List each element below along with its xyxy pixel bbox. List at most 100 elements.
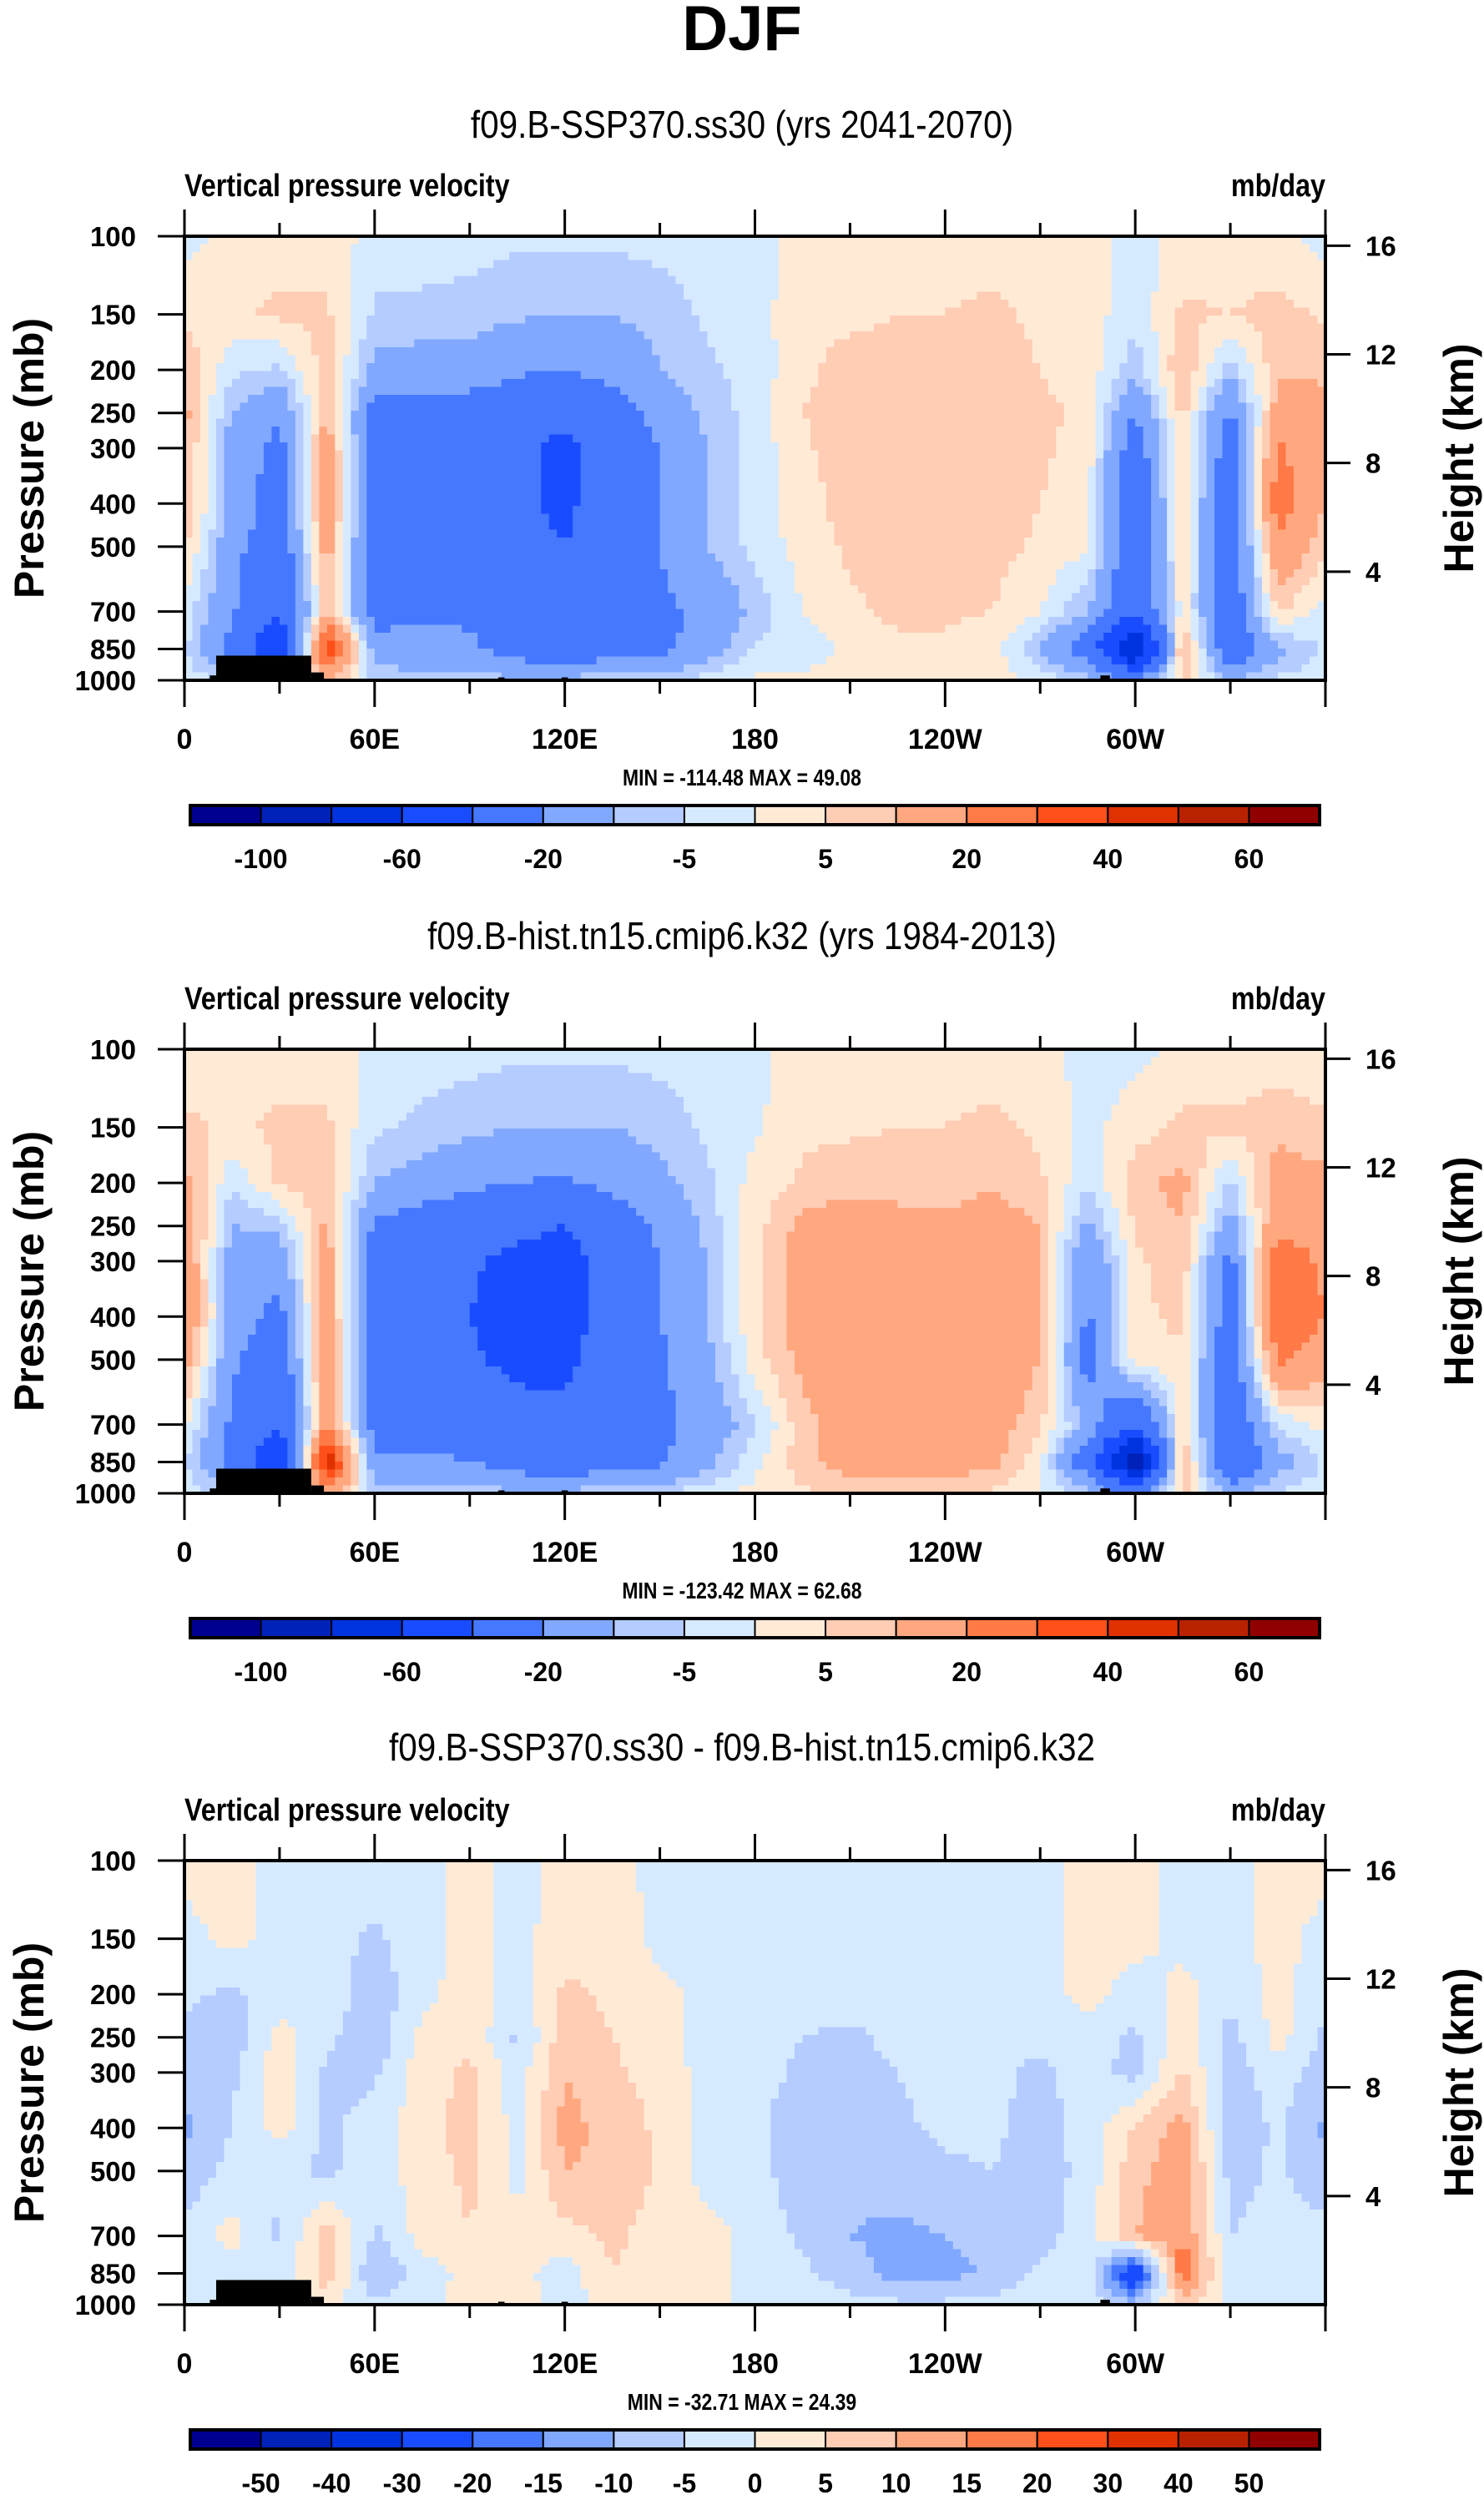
contour-cell	[794, 458, 804, 467]
contour-cell	[414, 316, 423, 325]
contour-cell	[1095, 323, 1104, 332]
contour-cell	[453, 323, 462, 332]
contour-cell	[1174, 497, 1184, 507]
contour-cell	[905, 284, 914, 293]
contour-cell	[1222, 291, 1231, 300]
contour-cell	[739, 236, 748, 245]
contour-cell	[1190, 442, 1199, 452]
contour-cell	[199, 331, 209, 341]
contour-cell	[1024, 434, 1033, 443]
contour-cell	[390, 316, 399, 325]
contour-cell	[548, 252, 558, 261]
contour-cell	[224, 260, 233, 269]
contour-cell	[406, 442, 415, 452]
contour-cell	[1262, 379, 1271, 388]
contour-cell	[1190, 252, 1199, 261]
contour-cell	[739, 371, 748, 380]
contour-cell	[604, 442, 613, 452]
contour-cell	[453, 427, 462, 436]
contour-cell	[1262, 268, 1271, 277]
contour-cell	[810, 497, 820, 507]
contour-cell	[707, 395, 716, 404]
contour-cell	[1246, 323, 1255, 332]
contour-cell	[770, 371, 780, 380]
contour-cell	[668, 275, 677, 285]
contour-cell	[366, 268, 376, 277]
contour-cell	[342, 458, 351, 467]
contour-cell	[1183, 347, 1192, 356]
contour-cell	[636, 434, 645, 443]
contour-cell	[430, 291, 439, 300]
contour-cell	[612, 323, 621, 332]
contour-cell	[715, 291, 724, 300]
contour-cell	[240, 402, 249, 412]
contour-cell	[509, 284, 518, 293]
contour-cell	[897, 442, 906, 452]
contour-cell	[825, 236, 835, 245]
contour-cell	[977, 316, 986, 325]
contour-cell	[208, 300, 217, 309]
contour-cell	[263, 275, 273, 285]
contour-cell	[208, 466, 217, 475]
contour-cell	[374, 395, 383, 404]
contour-cell	[1230, 402, 1239, 412]
contour-cell	[636, 355, 645, 364]
contour-cell	[533, 466, 542, 475]
contour-cell	[747, 434, 756, 443]
contour-cell	[897, 411, 906, 420]
contour-cell	[509, 402, 518, 412]
contour-cell	[929, 300, 938, 309]
contour-cell	[1000, 307, 1009, 316]
contour-cell	[1310, 260, 1319, 269]
contour-cell	[913, 482, 922, 491]
contour-cell	[437, 300, 447, 309]
contour-cell	[1214, 434, 1224, 443]
contour-cell	[1103, 402, 1113, 412]
contour-cell	[873, 307, 882, 316]
contour-cell	[1008, 466, 1017, 475]
contour-cell	[310, 371, 320, 380]
contour-cell	[326, 474, 336, 483]
contour-cell	[358, 411, 367, 420]
contour-cell	[1294, 316, 1303, 325]
contour-cell	[382, 379, 391, 388]
contour-cell	[1047, 386, 1057, 396]
contour-cell	[541, 260, 550, 269]
contour-cell	[493, 275, 502, 285]
contour-cell	[604, 347, 613, 356]
contour-cell	[1047, 339, 1057, 348]
contour-cell	[279, 434, 289, 443]
contour-cell	[509, 355, 518, 364]
contour-cell	[398, 434, 407, 443]
contour-cell	[818, 386, 827, 396]
contour-cell	[525, 307, 534, 316]
contour-cell	[1230, 284, 1239, 293]
contour-cell	[1056, 260, 1065, 269]
contour-cell	[501, 450, 510, 459]
contour-cell	[437, 331, 447, 341]
contour-cell	[699, 307, 709, 316]
contour-cell	[731, 268, 740, 277]
contour-cell	[517, 323, 526, 332]
contour-cell	[1000, 363, 1009, 372]
contour-cell	[326, 427, 336, 436]
contour-cell	[675, 450, 684, 459]
contour-cell	[303, 490, 312, 499]
contour-cell	[968, 442, 977, 452]
contour-cell	[699, 284, 709, 293]
contour-cell	[913, 236, 922, 245]
contour-cell	[644, 442, 653, 452]
contour-cell	[636, 307, 645, 316]
contour-cell	[326, 300, 336, 309]
contour-cell	[1016, 371, 1025, 380]
contour-cell	[1262, 260, 1271, 269]
contour-cell	[485, 236, 494, 245]
contour-cell	[517, 482, 526, 491]
contour-cell	[1254, 450, 1263, 459]
contour-cell	[905, 291, 914, 300]
contour-cell	[786, 300, 795, 309]
contour-cell	[1278, 284, 1287, 293]
contour-cell	[1135, 450, 1144, 459]
contour-cell	[1047, 411, 1057, 420]
contour-cell	[509, 442, 518, 452]
